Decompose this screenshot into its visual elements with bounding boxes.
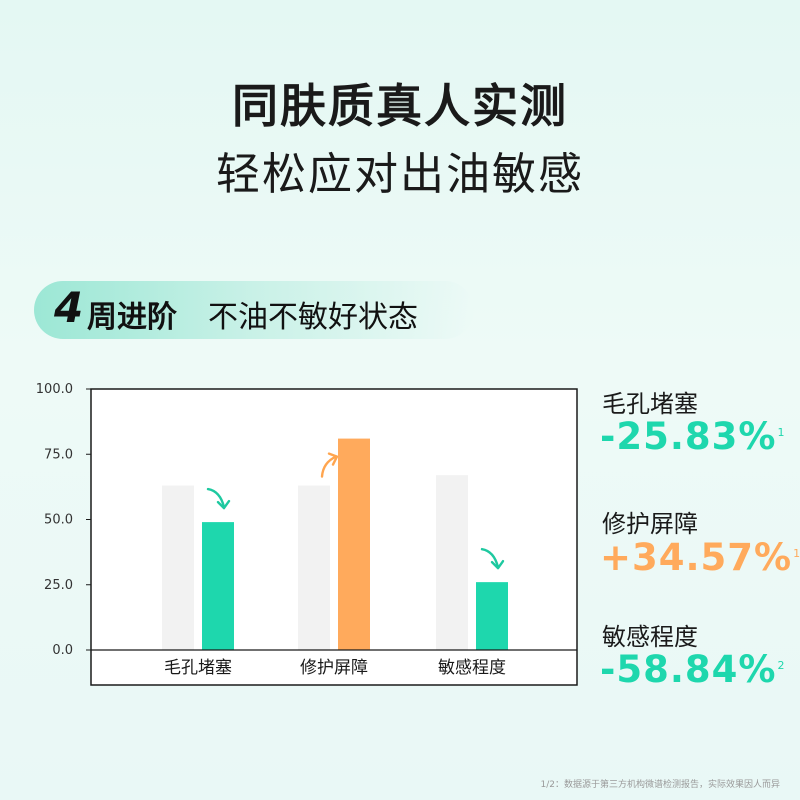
stat-number: -25.83%: [600, 415, 777, 458]
trend-arrow-down: [480, 547, 500, 569]
x-tick-label: 敏感程度: [438, 658, 506, 678]
trend-arrowhead-down: [216, 499, 231, 510]
page-title: 同肤质真人实测: [232, 79, 568, 133]
bar-baseline: [436, 475, 468, 650]
y-tick-label: 0.0: [52, 643, 73, 658]
stat-number: -58.84%: [600, 648, 777, 691]
stat-label-sensitivity: 敏感程度: [602, 623, 698, 651]
stat-label-pore: 毛孔堵塞: [602, 390, 698, 418]
trend-arrowhead-down: [490, 559, 505, 570]
y-tick-label: 75.0: [44, 447, 73, 462]
banner-number: 4: [54, 283, 84, 332]
stat-footnote-marker: 1: [793, 546, 800, 560]
page-subtitle: 轻松应对出油敏感: [216, 149, 584, 200]
stat-label-barrier: 修护屏障: [602, 510, 698, 538]
footnote: 1/2：数据源于第三方机构微谱检测报告，实际效果因人而异: [540, 780, 781, 790]
trend-arrow-down: [206, 487, 226, 509]
stat-footnote-marker: 2: [777, 658, 786, 672]
stat-footnote-marker: 1: [777, 425, 786, 439]
stat-number: +34.57%: [600, 536, 793, 579]
bar-baseline: [162, 485, 194, 650]
y-tick-label: 25.0: [44, 578, 73, 593]
trend-arrow-up: [320, 455, 338, 478]
bar-baseline: [298, 485, 330, 650]
bar-result: [338, 438, 370, 650]
trend-arrowhead-up: [327, 452, 339, 466]
stat-value-pore: -25.83%1: [600, 415, 785, 458]
banner-bold-text: 周进阶: [87, 300, 177, 335]
stat-value-sensitivity: -58.84%2: [600, 648, 785, 691]
bar-result: [476, 582, 508, 650]
banner-text: 不油不敏好状态: [208, 300, 418, 335]
x-tick-label: 毛孔堵塞: [164, 658, 232, 678]
stat-value-barrier: +34.57%1: [600, 536, 800, 579]
bar-result: [202, 522, 234, 650]
y-tick-label: 100.0: [36, 382, 73, 397]
x-tick-label: 修护屏障: [300, 658, 368, 678]
banner-pill: [34, 281, 474, 339]
y-tick-label: 50.0: [44, 513, 73, 528]
bar-chart: 0.0 25.0 50.0 75.0 100.0 毛孔堵塞 修护屏障 敏感程度: [36, 382, 578, 686]
